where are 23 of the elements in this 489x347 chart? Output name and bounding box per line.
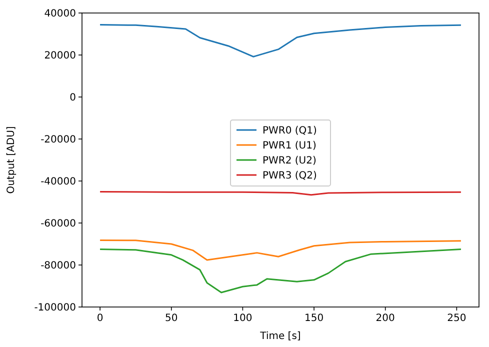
y-axis-title: Output [ADU] xyxy=(6,126,17,194)
y-tick-label: -40000 xyxy=(40,176,76,188)
x-tick-label: 200 xyxy=(376,313,395,324)
legend-label: PWR1 (U1) xyxy=(262,140,316,152)
y-tick-label: 0 xyxy=(70,92,76,104)
legend-label: PWR0 (Q1) xyxy=(262,126,318,136)
x-tick-label: 250 xyxy=(447,313,466,324)
y-tick-label: 40000 xyxy=(44,8,76,20)
y-tick-label: -100000 xyxy=(34,302,76,314)
y-tick-label: -80000 xyxy=(40,260,76,272)
line-series xyxy=(99,24,462,58)
y-tick-label: -60000 xyxy=(40,218,76,230)
line-series xyxy=(99,248,462,294)
x-tick-label: 150 xyxy=(304,313,324,324)
y-tick-label: -20000 xyxy=(40,134,76,146)
x-tick-label: 50 xyxy=(165,313,178,324)
x-axis-title: Time [s] xyxy=(259,331,301,342)
legend-label: PWR2 (U2) xyxy=(262,156,316,166)
x-tick-label: 100 xyxy=(233,313,252,324)
legend-label: PWR3 (Q2) xyxy=(262,170,318,182)
line-series xyxy=(99,239,462,261)
y-tick-label: 20000 xyxy=(44,50,76,62)
x-tick-label: 0 xyxy=(96,313,104,324)
